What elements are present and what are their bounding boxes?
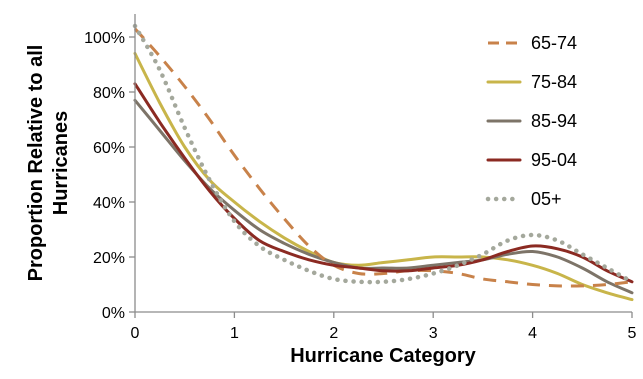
series-line-65-74 [133,27,633,288]
x-tick-group: 0 1 2 3 4 5 [131,312,637,342]
legend: 65-74 75-84 85-94 95-04 05+ [485,33,577,209]
series-line-75-84 [133,52,634,302]
x-tick-label: 2 [329,325,338,342]
x-tick-label: 3 [429,325,438,342]
series-line-95-04 [133,82,634,284]
y-axis-title: Proportion Relative to all Hurricanes [25,45,72,282]
y-tick-label: 40% [93,195,125,212]
legend-label: 85-94 [531,111,577,131]
x-axis-title: Hurricane Category [290,345,476,367]
x-tick-label: 5 [628,325,637,342]
x-tick-label: 4 [528,325,537,342]
y-tick-label: 0% [102,305,125,322]
series-line-05+ [132,23,635,285]
plot-series [132,23,635,302]
y-axis-title-line-1: Proportion Relative to all [25,45,47,282]
y-tick-label: 100% [84,30,125,47]
legend-label: 65-74 [531,33,577,53]
x-tick-label: 0 [131,325,140,342]
legend-label: 75-84 [531,72,577,92]
x-tick-label: 1 [230,325,239,342]
legend-label: 95-04 [531,150,577,170]
y-tick-group: 0% 20% 40% 60% 80% 100% [84,30,135,322]
y-tick-label: 80% [93,85,125,102]
y-tick-label: 60% [93,140,125,157]
y-axis-title-line-2: Hurricanes [50,111,72,216]
y-tick-label: 20% [93,250,125,267]
legend-label: 05+ [531,189,562,209]
